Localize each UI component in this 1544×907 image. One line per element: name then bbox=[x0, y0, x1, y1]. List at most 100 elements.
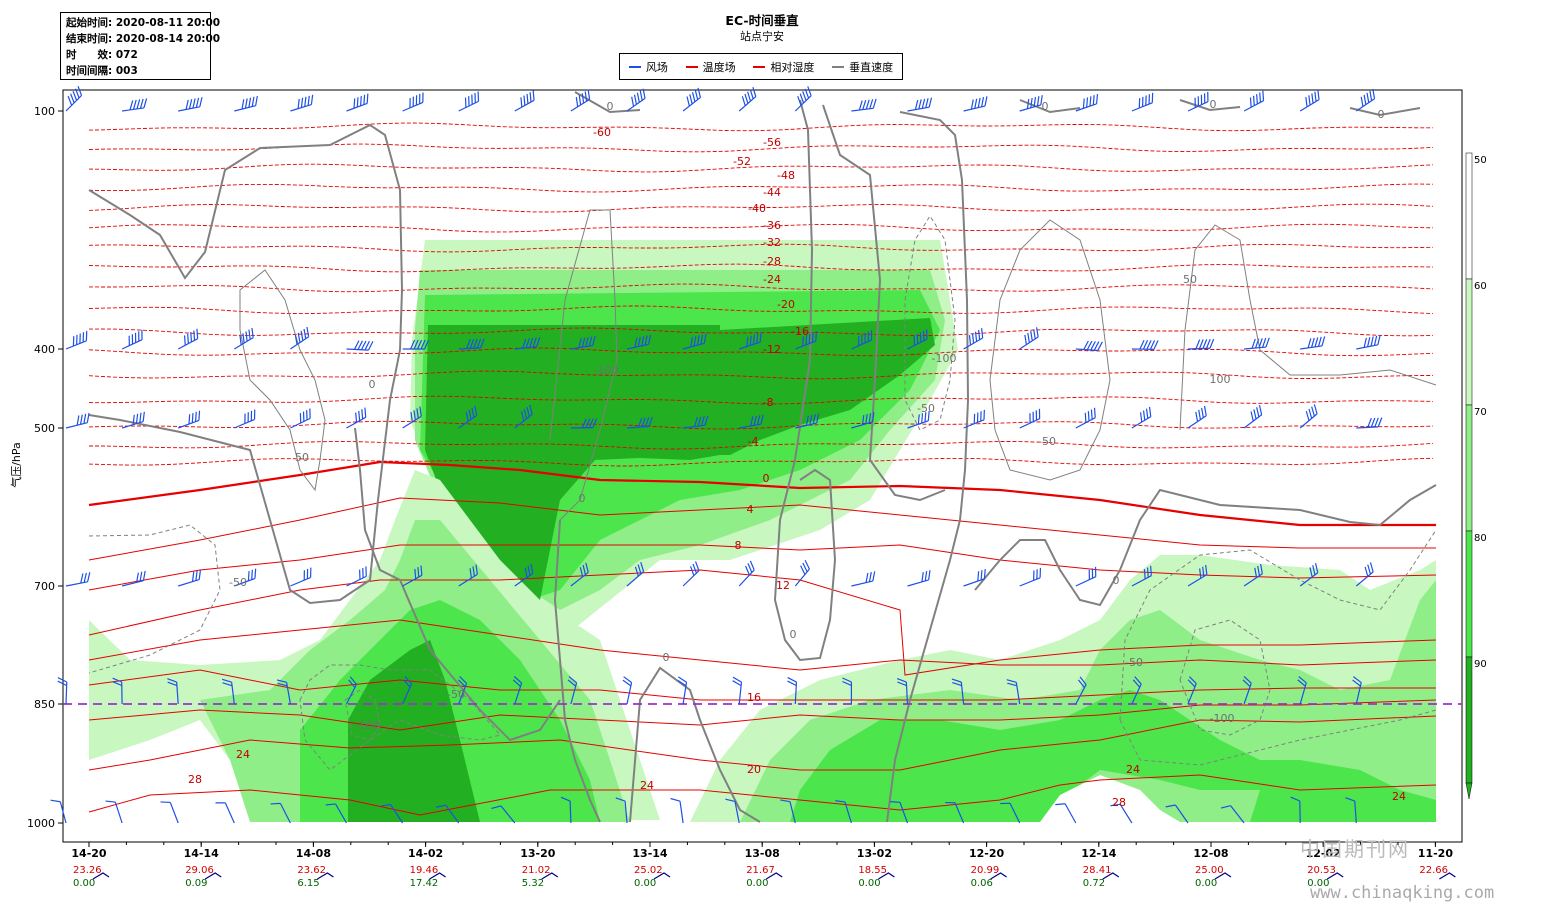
wind-barb bbox=[1019, 567, 1042, 587]
surface-precip: 5.32 bbox=[522, 878, 544, 889]
y-tick-label: 500 bbox=[34, 422, 55, 435]
temperature-label: 28 bbox=[1112, 796, 1126, 809]
wind-barb bbox=[963, 96, 988, 112]
y-axis-label: 气压/hPa bbox=[9, 442, 23, 488]
colorbar-label: 80 bbox=[1474, 533, 1487, 544]
x-tick-label: 12-14 bbox=[1081, 847, 1117, 860]
surface-temp: 21.67 bbox=[746, 865, 775, 876]
wind-barb bbox=[1055, 803, 1077, 824]
temperature-contour bbox=[88, 619, 1437, 671]
wind-barb bbox=[65, 572, 91, 587]
wind-barb bbox=[121, 570, 146, 587]
colorbar-segment bbox=[1465, 530, 1473, 658]
wind-barb bbox=[963, 328, 984, 350]
wind-barb bbox=[270, 802, 291, 824]
temperature-contour-zero bbox=[88, 460, 1436, 527]
x-tick-label: 14-02 bbox=[408, 847, 443, 860]
wind-barb bbox=[570, 335, 596, 350]
x-tick-label: 11-20 bbox=[1418, 847, 1454, 860]
surface-temp: 23.26 bbox=[73, 865, 102, 876]
temperature-contour bbox=[88, 223, 1434, 233]
surface-wind-barb bbox=[1326, 872, 1344, 880]
wind-barb bbox=[682, 333, 707, 350]
wind-barb bbox=[670, 797, 684, 824]
surface-temp: 23.62 bbox=[297, 865, 326, 876]
end-time: 结束时间: 2020-08-14 20:00 bbox=[66, 33, 221, 45]
colorbar-label: 50 bbox=[1474, 155, 1487, 166]
surface-precip: 17.42 bbox=[410, 878, 439, 889]
vertical-velocity-label: 0 bbox=[1113, 574, 1120, 587]
vertical-velocity-contour bbox=[989, 219, 1111, 481]
wind-barb bbox=[1019, 327, 1039, 350]
surface-data: 23.26 0.00 29.06 0.09 23.62 6.15 19.46 17.42 21.… bbox=[73, 865, 1456, 889]
wind-barb bbox=[1131, 92, 1154, 112]
temperature-label: -16 bbox=[791, 325, 809, 338]
wind-barb bbox=[1356, 417, 1383, 429]
wind-barb bbox=[794, 560, 810, 587]
temperature-label: -4 bbox=[748, 435, 759, 448]
temperature-label: -32 bbox=[763, 236, 781, 249]
surface-precip: 0.00 bbox=[73, 878, 95, 889]
wind-barb bbox=[234, 568, 257, 587]
vertical-velocity-contour bbox=[239, 269, 326, 492]
vertical-velocity-contour-zero bbox=[629, 666, 761, 823]
wind-barb bbox=[1297, 676, 1307, 705]
watermark-url: www.chinaqking.com bbox=[1310, 883, 1495, 903]
surface-wind-barb bbox=[541, 872, 559, 880]
wind-barb bbox=[121, 411, 145, 429]
wind-barb bbox=[795, 413, 820, 429]
wind-barb bbox=[458, 405, 478, 429]
wind-barb bbox=[290, 94, 314, 112]
temperature-label: -60 bbox=[593, 126, 611, 139]
wind-barb bbox=[1075, 340, 1103, 352]
vertical-velocity-contour-zero bbox=[553, 519, 601, 823]
vertical-velocity-contour-zero bbox=[1179, 99, 1241, 112]
wind-barb bbox=[65, 86, 83, 112]
x-tick-label: 13-20 bbox=[520, 847, 556, 860]
vertical-velocity-label: -50 bbox=[917, 402, 935, 415]
vertical-velocity-contour-zero bbox=[886, 111, 970, 823]
wind-barb bbox=[1243, 563, 1263, 587]
vertical-velocity-label: 0 bbox=[1378, 108, 1385, 121]
wind-barb bbox=[1187, 405, 1207, 429]
wind-barb bbox=[1299, 563, 1319, 587]
lead-time: 时 效: 072 bbox=[66, 49, 138, 61]
temperature-label: 16 bbox=[747, 691, 761, 704]
rh-region-clear-lower bbox=[1040, 775, 1180, 822]
vertical-velocity-label: -50 bbox=[447, 688, 465, 701]
vertical-velocity-label: -50 bbox=[229, 576, 247, 589]
temperature-labels: -60-56-52-48-44-40-36-32-28-24-20-16-12-… bbox=[188, 126, 1406, 809]
temperature-label: -56 bbox=[763, 136, 781, 149]
surface-temp: 21.02 bbox=[522, 865, 551, 876]
vertical-velocity-contour-negative bbox=[904, 215, 956, 431]
wind-barb bbox=[122, 98, 148, 112]
temperature-label: 24 bbox=[236, 748, 250, 761]
chart-subtitle: 站点宁安 bbox=[740, 30, 784, 43]
vertical-velocity-label: 0 bbox=[1042, 100, 1049, 113]
y-tick-label: 850 bbox=[34, 698, 55, 711]
wind-barb bbox=[290, 567, 312, 587]
wind-barb bbox=[896, 677, 909, 705]
wind-barb bbox=[178, 97, 203, 112]
temperature-contour bbox=[88, 457, 1434, 467]
x-tick-label: 12-02 bbox=[1306, 847, 1341, 860]
surface-precip: 0.00 bbox=[1195, 878, 1217, 889]
vertical-velocity-label: 0 bbox=[579, 492, 586, 505]
wind-barb bbox=[1220, 805, 1245, 824]
wind-barb bbox=[626, 417, 653, 429]
temperature-label: 4 bbox=[747, 503, 754, 516]
temperature-label: 24 bbox=[1392, 790, 1406, 803]
wind-barb bbox=[1345, 797, 1357, 824]
wind-barb bbox=[514, 90, 535, 112]
wind-barb bbox=[1165, 804, 1189, 824]
wind-barb bbox=[346, 407, 367, 429]
wind-barb bbox=[682, 87, 702, 112]
surface-precip: 0.00 bbox=[634, 878, 656, 889]
wind-barb bbox=[402, 339, 430, 350]
wind-barb bbox=[851, 98, 877, 112]
wind-barb bbox=[907, 410, 930, 429]
wind-barb bbox=[683, 415, 709, 429]
wind-barb bbox=[380, 803, 404, 824]
vertical-velocity-label: -50 bbox=[1038, 435, 1056, 448]
surface-precip: 0.00 bbox=[1307, 878, 1329, 889]
